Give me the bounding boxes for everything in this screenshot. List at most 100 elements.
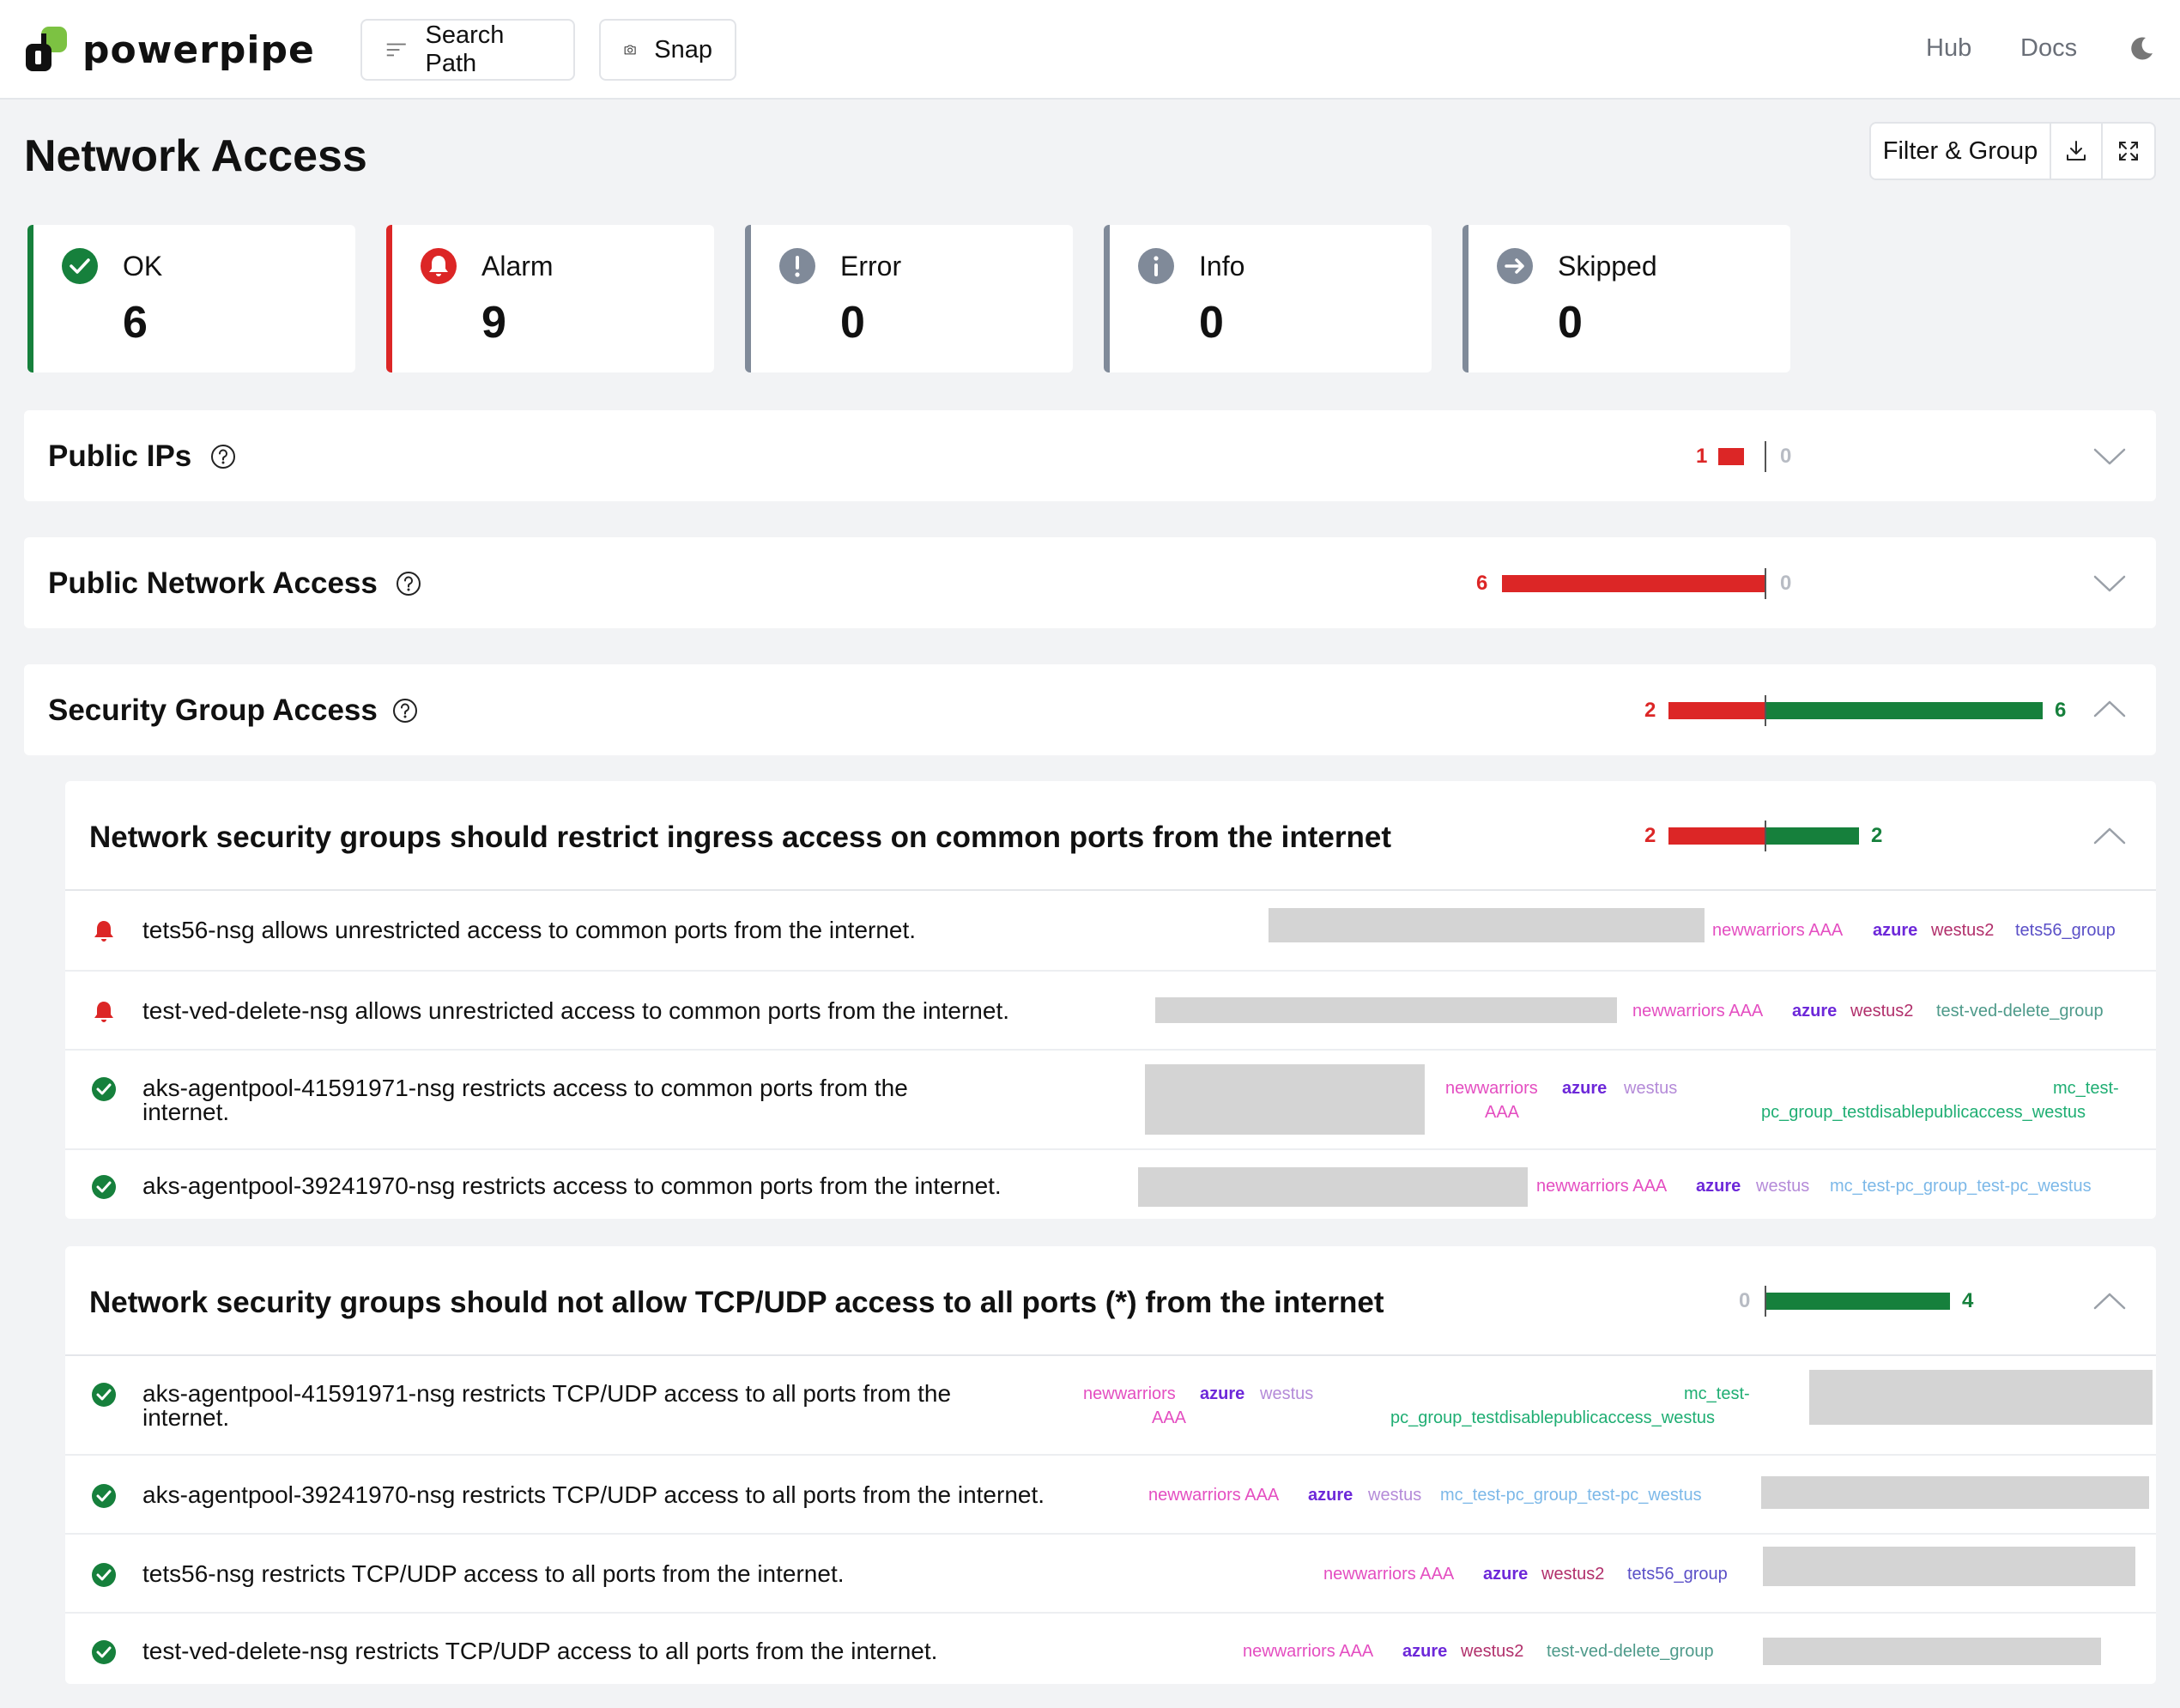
alarm-bar [1668, 827, 1765, 845]
bar-axis [1765, 1286, 1766, 1317]
redacted-value [1763, 1638, 2101, 1665]
help-icon[interactable] [209, 443, 237, 470]
redacted-value [1763, 1547, 2135, 1586]
check-circle-icon [92, 1077, 116, 1101]
chevron-up-icon[interactable] [2092, 826, 2127, 846]
group-public-ips[interactable]: Public IPs 1 0 [24, 410, 2156, 501]
summary-card-error: Error 0 [745, 225, 1073, 372]
hub-link[interactable]: Hub [1926, 34, 1972, 62]
search-path-button[interactable]: Search Path [360, 19, 575, 81]
alarm-count: 6 [1476, 572, 1488, 595]
fullscreen-button[interactable] [2103, 124, 2154, 179]
control-header[interactable]: Network security groups should restrict … [65, 781, 2156, 891]
chevron-up-icon[interactable] [2092, 1291, 2127, 1311]
region-tag: westus [1624, 1079, 1678, 1098]
moon-icon[interactable] [2127, 34, 2156, 64]
resource-group-tag: mc_test- [1684, 1384, 1750, 1403]
fullscreen-icon [2119, 142, 2138, 161]
snap-label: Snap [654, 35, 712, 64]
cloud-tag: azure [1200, 1384, 1245, 1403]
subscription-tag: newwarriors [1445, 1079, 1538, 1098]
cloud-tag: azure [1308, 1486, 1353, 1505]
resource-group-tag: tets56_group [1627, 1565, 1728, 1584]
bell-icon [421, 248, 457, 284]
search-path-icon [386, 43, 406, 57]
camera-icon [624, 45, 636, 55]
top-bar: powerpipe Search Path Snap Hub Docs [0, 0, 2180, 100]
summary-card-info: Info 0 [1104, 225, 1432, 372]
bar-axis [1765, 695, 1766, 726]
bell-icon [94, 1002, 113, 1022]
check-circle-icon [62, 248, 98, 284]
table-row[interactable]: aks-agentpool-41591971-nsg restricts TCP… [65, 1356, 2156, 1456]
table-row[interactable]: test-ved-delete-nsg restricts TCP/UDP ac… [65, 1614, 2156, 1684]
alarm-bar [1718, 448, 1744, 465]
row-text: test-ved-delete-nsg allows unrestricted … [142, 997, 1009, 1024]
resource-group-tag-2: pc_group_testdisablepublicaccess_westus [1390, 1408, 1716, 1427]
bar-axis [1765, 568, 1766, 599]
alarm-count: 2 [1644, 824, 1656, 847]
chevron-up-icon[interactable] [2092, 699, 2127, 719]
help-icon[interactable] [395, 570, 422, 597]
alarm-bar [1502, 575, 1765, 592]
cloud-tag: azure [1792, 1002, 1838, 1021]
subscription-tag-2: AAA [1485, 1103, 1520, 1122]
row-text: tets56-nsg restricts TCP/UDP access to a… [142, 1560, 845, 1587]
row-text-line-1: aks-agentpool-41591971-nsg restricts TCP… [142, 1380, 952, 1407]
region-tag: westus [1756, 1177, 1810, 1196]
subscription-tag: newwarriors AAA [1536, 1177, 1668, 1196]
table-row[interactable]: tets56-nsg allows unrestricted access to… [65, 891, 2156, 972]
region-tag: westus [1260, 1384, 1314, 1403]
table-row[interactable]: test-ved-delete-nsg allows unrestricted … [65, 972, 2156, 1051]
row-text: test-ved-delete-nsg restricts TCP/UDP ac… [142, 1638, 938, 1664]
summary-value: 0 [840, 298, 865, 348]
redacted-value [1809, 1370, 2153, 1425]
summary-label: Info [1199, 251, 1245, 282]
bar-axis [1765, 441, 1766, 472]
region-tag: westus2 [1541, 1565, 1605, 1584]
redacted-value [1145, 1064, 1425, 1135]
cloud-tag: azure [1402, 1642, 1448, 1661]
download-icon [2067, 141, 2086, 161]
chevron-down-icon[interactable] [2092, 446, 2127, 467]
alarm-count: 2 [1644, 699, 1656, 722]
arrow-right-icon [1497, 248, 1533, 284]
redacted-value [1269, 908, 1705, 942]
table-row[interactable]: aks-agentpool-41591971-nsg restricts acc… [65, 1051, 2156, 1150]
region-tag: westus2 [1931, 921, 1995, 940]
logo[interactable]: powerpipe [24, 26, 315, 74]
group-public-network-access[interactable]: Public Network Access 6 0 [24, 537, 2156, 628]
group-security-group-access[interactable]: Security Group Access 2 6 [24, 664, 2156, 755]
row-text: aks-agentpool-39241970-nsg restricts acc… [142, 1172, 1002, 1199]
summary-value: 0 [1558, 298, 1583, 348]
help-icon[interactable] [391, 697, 419, 724]
control-title: Network security groups should not allow… [89, 1286, 1384, 1319]
download-button[interactable] [2051, 124, 2103, 179]
docs-link[interactable]: Docs [2020, 34, 2078, 62]
summary-card-ok: OK 6 [27, 225, 355, 372]
ok-count: 0 [1780, 445, 1792, 468]
cloud-tag: azure [1696, 1177, 1741, 1196]
redacted-value [1761, 1476, 2149, 1509]
chevron-down-icon[interactable] [2092, 573, 2127, 594]
search-path-label: Search Path [425, 21, 505, 77]
subscription-tag: newwarriors AAA [1148, 1486, 1280, 1505]
ok-bar [1766, 702, 2043, 719]
ok-count: 0 [1780, 572, 1792, 595]
check-circle-icon [92, 1563, 116, 1587]
row-text: tets56-nsg allows unrestricted access to… [142, 917, 917, 943]
snap-button[interactable]: Snap [599, 19, 736, 81]
bell-icon [94, 921, 113, 942]
resource-group-tag: test-ved-delete_group [1547, 1642, 1714, 1661]
table-row[interactable]: aks-agentpool-39241970-nsg restricts TCP… [65, 1456, 2156, 1535]
row-text-line-2: internet. [142, 1099, 230, 1125]
info-icon [1138, 248, 1174, 284]
control-header[interactable]: Network security groups should not allow… [65, 1246, 2156, 1356]
filter-group-button[interactable]: Filter & Group [1871, 124, 2051, 179]
table-row[interactable]: tets56-nsg restricts TCP/UDP access to a… [65, 1535, 2156, 1614]
subscription-tag: newwarriors AAA [1712, 921, 1844, 940]
table-row[interactable]: aks-agentpool-39241970-nsg restricts acc… [65, 1150, 2156, 1219]
alarm-bar [1668, 702, 1765, 719]
subscription-tag-2: AAA [1152, 1408, 1187, 1427]
cloud-tag: azure [1873, 921, 1918, 940]
